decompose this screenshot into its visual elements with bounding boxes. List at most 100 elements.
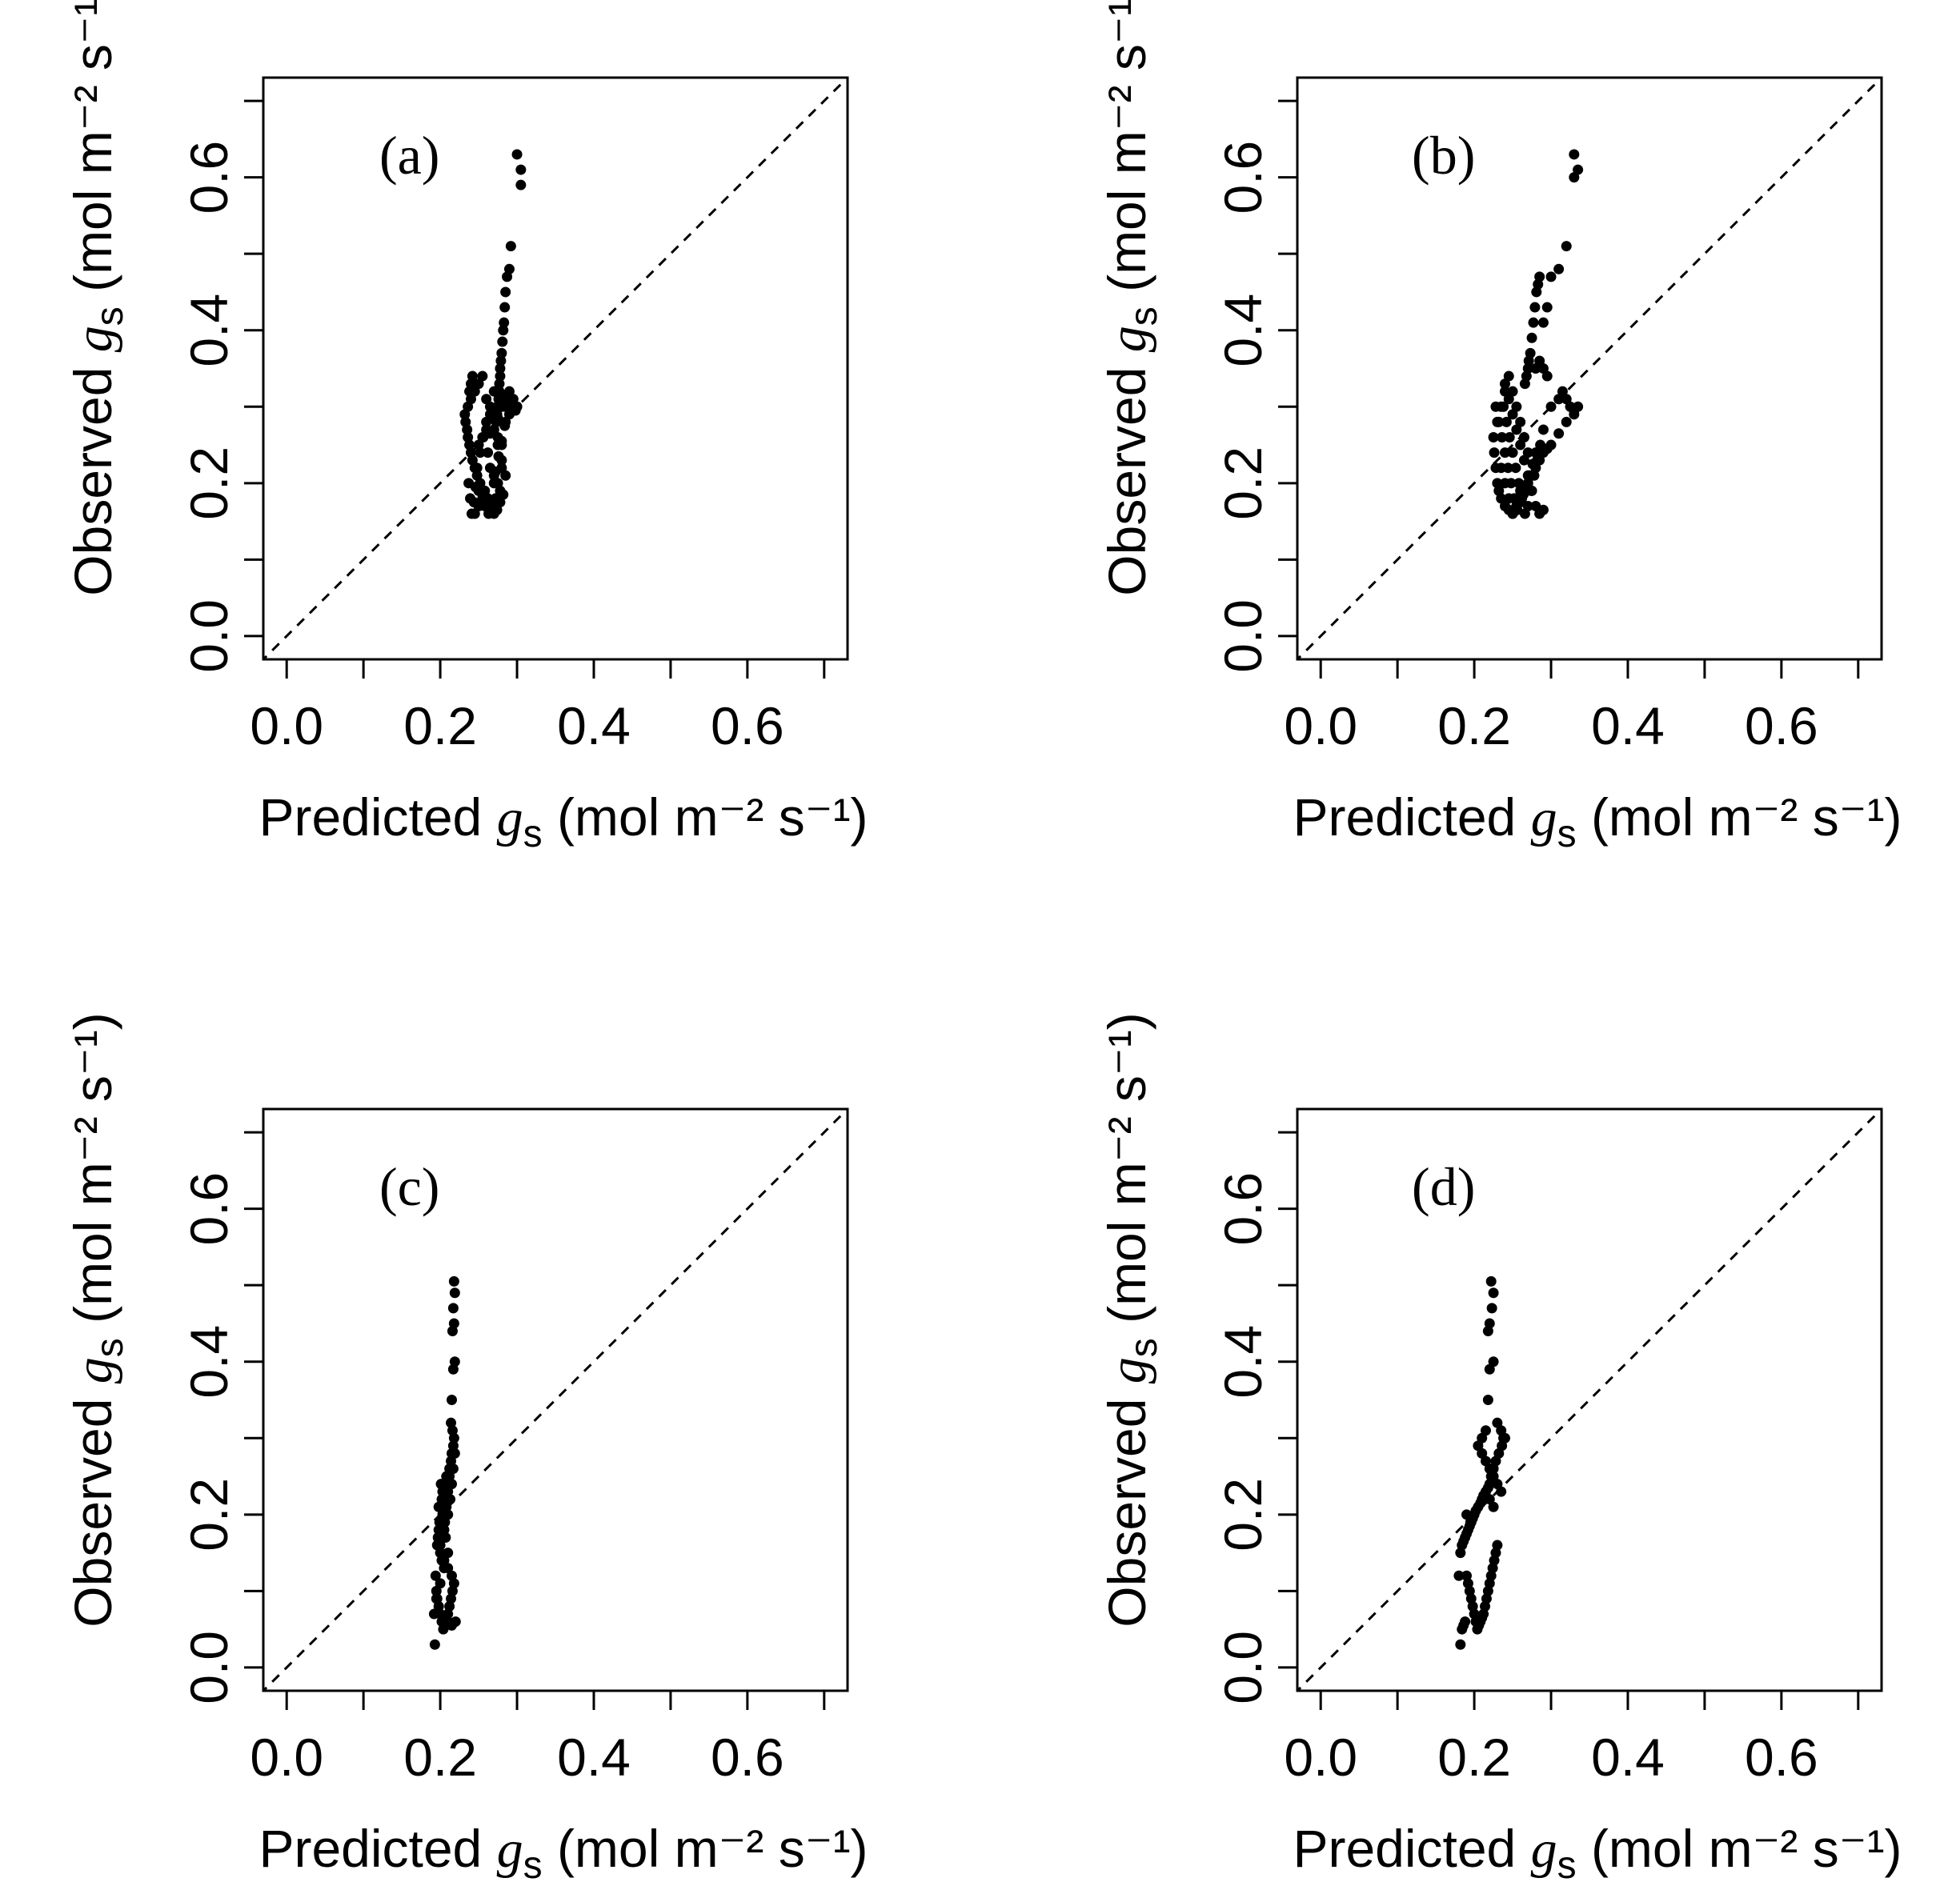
y-tick-label: 0.2 [179,1478,238,1552]
y-axis-label-symbol: g [1099,326,1157,352]
data-point [483,447,494,458]
data-point [492,413,503,424]
data-point [493,450,504,462]
data-point [497,390,508,401]
x-tick-label: 0.6 [1745,696,1818,755]
data-point [431,1593,442,1604]
y-tick-label: 0.6 [179,141,238,214]
data-point [430,1570,441,1581]
x-tick-label: 0.0 [250,1728,323,1787]
data-point [511,401,523,412]
plot-frame [1296,1107,1883,1692]
data-point [1519,378,1530,390]
x-axis-label-symbol: g [1531,789,1557,847]
data-point [1524,470,1535,481]
y-axis-label-subscript: s [1123,1338,1165,1357]
plot-frame [262,76,849,661]
data-point [448,1432,459,1444]
y-axis-label: Observed gs (mol m⁻² s⁻¹) [1097,0,1165,596]
data-point [481,394,492,405]
data-point [500,286,511,298]
data-point [1545,271,1557,282]
x-axis-label-prefix: Predicted [1293,1819,1530,1878]
y-tick-label: 0.6 [179,1172,238,1246]
x-axis-label-unit: (mol m⁻² s⁻¹) [1577,1819,1902,1878]
data-point [498,325,509,336]
data-point [446,1395,457,1405]
data-point [497,336,508,347]
data-point [1499,447,1510,458]
data-point [1537,317,1549,328]
x-tick-label: 0.2 [1437,696,1511,755]
data-point [433,1501,444,1512]
data-point [1482,1395,1493,1405]
data-point [443,1548,454,1559]
data-point [1531,286,1542,298]
data-point [1499,1432,1510,1444]
y-tick-label: 0.4 [179,1325,238,1399]
data-point [1569,149,1580,160]
y-tick-label: 0.4 [1213,1325,1273,1399]
data-point [440,1532,451,1543]
data-point [443,1509,454,1520]
data-point [1485,1275,1497,1287]
data-point [1541,302,1553,313]
data-point [1553,428,1565,439]
data-point [1482,1326,1493,1337]
y-axis-label-prefix: Observed [1097,352,1156,595]
x-tick-label: 0.2 [403,1728,477,1787]
data-point [1480,1425,1491,1436]
data-point [1505,478,1517,489]
x-tick-label: 0.4 [1591,696,1665,755]
data-point [1461,1570,1472,1581]
y-axis-label-prefix: Observed [63,1383,122,1627]
data-point [467,370,478,382]
data-point [515,179,527,190]
data-point [496,435,507,446]
y-tick-label: 0.2 [179,446,238,520]
x-axis-label-subscript: s [1557,813,1577,855]
data-point [1522,500,1533,511]
data-point [1488,1501,1499,1512]
y-axis-label-subscript: s [1123,306,1165,326]
x-axis-label-unit: (mol m⁻² s⁻¹) [1577,787,1902,847]
data-point [428,1608,439,1620]
data-point [1511,401,1522,412]
data-point [1569,405,1580,416]
data-point [1526,332,1537,343]
data-point [473,439,484,450]
reference-line-1to1 [1297,1109,1882,1691]
x-axis-label-unit: (mol m⁻² s⁻¹) [543,787,868,847]
y-axis-label-symbol: g [1099,1357,1157,1383]
x-tick-label: 0.0 [1284,696,1357,755]
data-point [484,428,495,439]
data-point [1457,1624,1468,1635]
data-point [449,1448,460,1459]
x-tick-label: 0.4 [1591,1728,1665,1787]
data-point [463,431,474,442]
data-point [499,302,511,313]
data-point [496,347,507,358]
x-tick-label: 0.6 [711,1728,784,1787]
data-point [447,1326,458,1337]
data-point [449,1287,460,1299]
y-axis-label-symbol: g [65,1357,123,1383]
x-axis-label-subscript: s [1557,1844,1577,1886]
y-tick-label: 0.0 [179,1631,238,1704]
data-point [1522,447,1533,458]
data-point [488,386,499,397]
x-axis-label-symbol: g [497,789,523,847]
x-axis-label: Predicted gs (mol m⁻² s⁻¹) [1293,787,1902,855]
data-point [1537,424,1549,435]
reference-line-1to1 [1297,78,1882,659]
data-point [499,317,510,328]
data-point [1529,302,1541,313]
x-tick-label: 0.6 [1745,1728,1818,1787]
x-axis-label-symbol: g [497,1820,523,1879]
data-point [1535,439,1546,450]
y-axis-label-prefix: Observed [1097,1383,1156,1627]
x-axis-label-prefix: Predicted [259,787,496,847]
panel-label: (d) [1412,1156,1475,1217]
